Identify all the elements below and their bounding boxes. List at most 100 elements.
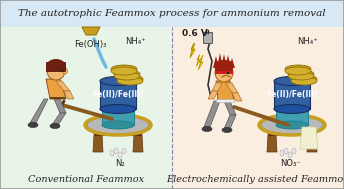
Text: Conventional Feammox: Conventional Feammox xyxy=(28,174,144,184)
FancyBboxPatch shape xyxy=(215,71,233,74)
FancyBboxPatch shape xyxy=(216,99,234,102)
Ellipse shape xyxy=(276,121,308,129)
Ellipse shape xyxy=(114,148,118,154)
Text: N₂: N₂ xyxy=(115,159,125,167)
Ellipse shape xyxy=(215,60,233,68)
Polygon shape xyxy=(229,58,235,68)
Polygon shape xyxy=(56,81,70,91)
Polygon shape xyxy=(196,54,201,66)
Polygon shape xyxy=(216,81,234,101)
Polygon shape xyxy=(46,79,66,99)
Text: Fe(OH)₃: Fe(OH)₃ xyxy=(74,40,106,49)
Ellipse shape xyxy=(117,75,143,83)
Ellipse shape xyxy=(274,105,310,114)
Polygon shape xyxy=(82,27,100,35)
Text: NH₄⁺: NH₄⁺ xyxy=(126,36,147,46)
Ellipse shape xyxy=(292,148,296,154)
Ellipse shape xyxy=(111,65,137,73)
Polygon shape xyxy=(288,74,314,76)
FancyBboxPatch shape xyxy=(172,169,344,189)
Polygon shape xyxy=(226,83,238,93)
Polygon shape xyxy=(215,65,233,71)
Ellipse shape xyxy=(111,67,137,75)
Polygon shape xyxy=(221,54,227,68)
Polygon shape xyxy=(307,117,317,152)
Polygon shape xyxy=(225,55,231,68)
Ellipse shape xyxy=(288,72,314,80)
Ellipse shape xyxy=(291,77,317,85)
FancyBboxPatch shape xyxy=(0,27,172,169)
Text: The autotrophic Feammox process for ammonium removal: The autotrophic Feammox process for ammo… xyxy=(18,9,326,18)
Polygon shape xyxy=(198,55,203,70)
FancyBboxPatch shape xyxy=(0,0,344,27)
Polygon shape xyxy=(232,93,242,101)
Ellipse shape xyxy=(274,77,310,85)
Ellipse shape xyxy=(280,150,284,156)
Ellipse shape xyxy=(291,75,317,83)
Polygon shape xyxy=(102,109,134,125)
Ellipse shape xyxy=(284,148,288,154)
Ellipse shape xyxy=(261,116,323,134)
Text: Electrochemically assisted Feammox: Electrochemically assisted Feammox xyxy=(166,174,344,184)
Polygon shape xyxy=(117,79,143,81)
Text: Fe(II)/Fe(III): Fe(II)/Fe(III) xyxy=(92,91,144,99)
Ellipse shape xyxy=(202,126,212,132)
Ellipse shape xyxy=(122,148,126,154)
Ellipse shape xyxy=(276,105,308,113)
Text: NO₃⁻: NO₃⁻ xyxy=(280,159,300,167)
Ellipse shape xyxy=(114,72,140,80)
Ellipse shape xyxy=(288,70,314,78)
Polygon shape xyxy=(285,69,311,71)
Ellipse shape xyxy=(28,122,38,128)
Polygon shape xyxy=(52,113,66,125)
Ellipse shape xyxy=(118,152,122,158)
Ellipse shape xyxy=(47,62,65,80)
Polygon shape xyxy=(300,127,318,149)
Text: 0.6 V: 0.6 V xyxy=(182,29,208,39)
Polygon shape xyxy=(133,117,143,152)
Polygon shape xyxy=(100,81,136,109)
Ellipse shape xyxy=(215,64,233,82)
Polygon shape xyxy=(64,91,74,99)
Ellipse shape xyxy=(117,77,143,85)
Polygon shape xyxy=(208,91,218,99)
Ellipse shape xyxy=(114,70,140,78)
Ellipse shape xyxy=(285,65,311,73)
Ellipse shape xyxy=(222,128,232,132)
Polygon shape xyxy=(212,83,222,91)
Text: Fe(II)/Fe(III): Fe(II)/Fe(III) xyxy=(266,91,318,99)
Polygon shape xyxy=(190,43,195,57)
Ellipse shape xyxy=(102,121,134,129)
Polygon shape xyxy=(204,101,220,127)
Ellipse shape xyxy=(110,150,114,156)
Ellipse shape xyxy=(50,123,60,129)
Polygon shape xyxy=(190,43,195,58)
Polygon shape xyxy=(217,53,223,68)
Polygon shape xyxy=(213,56,219,68)
Ellipse shape xyxy=(63,68,67,74)
Ellipse shape xyxy=(61,70,63,72)
Ellipse shape xyxy=(288,152,292,158)
Polygon shape xyxy=(224,101,236,115)
Polygon shape xyxy=(291,79,317,81)
Polygon shape xyxy=(224,115,236,129)
FancyBboxPatch shape xyxy=(204,33,213,43)
Polygon shape xyxy=(114,74,140,76)
Polygon shape xyxy=(111,69,137,71)
FancyBboxPatch shape xyxy=(172,27,344,169)
FancyBboxPatch shape xyxy=(46,62,66,72)
Polygon shape xyxy=(276,109,308,125)
Ellipse shape xyxy=(87,116,149,134)
Ellipse shape xyxy=(102,105,134,113)
Polygon shape xyxy=(50,97,66,99)
Ellipse shape xyxy=(100,105,136,114)
Polygon shape xyxy=(93,117,103,152)
FancyBboxPatch shape xyxy=(0,169,172,189)
Ellipse shape xyxy=(285,67,311,75)
Polygon shape xyxy=(30,99,48,123)
Ellipse shape xyxy=(227,72,229,74)
Ellipse shape xyxy=(47,59,65,71)
Ellipse shape xyxy=(100,77,136,85)
Polygon shape xyxy=(267,117,277,152)
Polygon shape xyxy=(274,81,310,109)
